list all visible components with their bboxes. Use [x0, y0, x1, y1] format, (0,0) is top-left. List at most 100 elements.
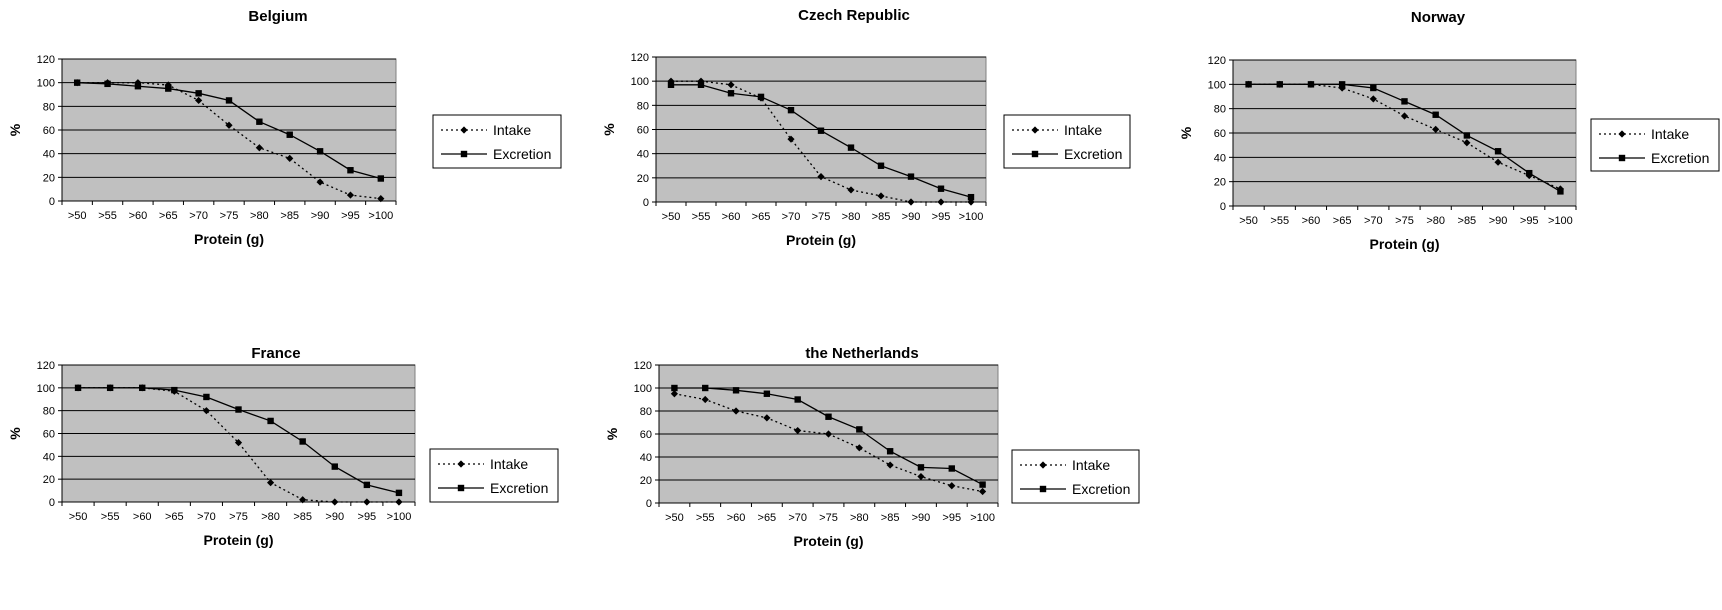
y-tick-label: 80 [640, 406, 652, 418]
x-tick-label: >90 [902, 211, 921, 223]
x-tick-label: >60 [133, 511, 152, 523]
legend-box [432, 114, 562, 169]
series-line-intake [77, 82, 381, 200]
x-tick-label: >80 [1426, 215, 1445, 227]
chart-title: Czech Republic [798, 7, 910, 24]
y-tick-label: 80 [43, 406, 55, 418]
data-point-excretion [1338, 81, 1346, 88]
data-point-intake [1432, 125, 1440, 133]
data-point-intake [817, 173, 825, 181]
x-tick-label: >70 [782, 211, 801, 223]
data-point-intake [978, 487, 987, 496]
data-point-excretion [886, 448, 894, 455]
x-tick-label: >95 [341, 210, 360, 222]
x-tick-label: >55 [692, 211, 711, 223]
legend-label-excretion: Excretion [1651, 150, 1709, 166]
x-tick-label: >75 [220, 210, 239, 222]
data-point-excretion [732, 387, 740, 394]
legend-marker-excretion [1618, 154, 1626, 162]
chart-panel-1: Czech Republic 0 20 40 60 80 100 120 >50 >55 >60 >6… [601, 7, 1131, 248]
legend-box [1590, 118, 1720, 172]
y-tick-label: 0 [643, 197, 649, 209]
x-axis-title: Protein (g) [204, 532, 274, 548]
y-tick-label: 100 [1208, 79, 1226, 91]
x-tick-label: >75 [229, 511, 248, 523]
x-tick-label: >55 [696, 512, 715, 524]
y-axis-title: % [601, 123, 617, 136]
data-point-excretion [225, 97, 233, 104]
legend-marker-excretion [457, 484, 465, 492]
x-tick-label: >50 [665, 512, 684, 524]
legend-label-excretion: Excretion [1072, 481, 1130, 497]
legend-marker-intake [1039, 461, 1047, 469]
data-point-intake [266, 478, 275, 487]
legend-box [429, 448, 559, 503]
data-point-excretion [395, 489, 403, 497]
data-point-excretion [727, 90, 735, 97]
x-tick-label: >60 [727, 512, 746, 524]
data-point-excretion [1463, 132, 1471, 139]
chart-title: Norway [1411, 9, 1466, 26]
data-point-excretion [787, 106, 795, 114]
y-tick-label: 80 [43, 101, 55, 113]
data-point-intake [234, 439, 243, 447]
data-point-excretion [139, 384, 146, 392]
data-point-intake [948, 482, 956, 490]
x-tick-label: >85 [280, 210, 299, 222]
y-tick-label: 0 [49, 196, 55, 208]
x-tick-label: >75 [812, 211, 831, 223]
data-point-excretion [907, 173, 915, 180]
legend-label-excretion: Excretion [490, 480, 548, 496]
data-point-intake [346, 191, 355, 199]
data-point-excretion [1307, 81, 1315, 88]
legend-label-intake: Intake [493, 122, 531, 138]
data-point-excretion [671, 384, 678, 392]
legend-marker-excretion [460, 150, 468, 158]
data-point-intake [886, 461, 894, 469]
data-point-excretion [347, 167, 354, 174]
x-tick-label: >65 [752, 211, 771, 223]
data-point-intake [787, 135, 795, 143]
data-point-excretion [697, 81, 705, 88]
chart-panel-3: France 0 20 40 60 80 100 120 >50 >55 >60 >65 >70 >75 >… [7, 345, 559, 548]
y-tick-label: 40 [640, 452, 652, 464]
data-point-intake [316, 178, 324, 186]
data-point-excretion [316, 148, 324, 155]
data-point-excretion [235, 406, 242, 413]
x-tick-label: >80 [842, 211, 861, 223]
data-point-excretion [363, 481, 371, 489]
x-tick-label: >95 [932, 211, 951, 223]
y-tick-label: 80 [1214, 104, 1226, 116]
y-tick-label: 40 [43, 149, 55, 161]
x-tick-label: >70 [189, 210, 208, 222]
data-point-intake [877, 192, 885, 200]
data-point-intake [299, 496, 307, 504]
y-tick-label: 60 [1214, 128, 1226, 140]
y-tick-label: 0 [1220, 201, 1226, 213]
y-tick-label: 120 [634, 360, 652, 372]
y-tick-label: 0 [646, 498, 652, 510]
x-tick-label: >100 [368, 210, 393, 222]
y-tick-label: 60 [43, 429, 55, 441]
data-point-intake [763, 414, 771, 422]
y-tick-label: 120 [1208, 55, 1226, 67]
x-tick-label: >85 [293, 511, 312, 523]
data-point-intake [917, 472, 925, 481]
chart-title: Belgium [248, 8, 307, 25]
data-point-excretion [286, 131, 293, 138]
x-tick-label: >65 [159, 210, 178, 222]
data-point-excretion [104, 80, 111, 88]
y-tick-label: 20 [1214, 177, 1226, 189]
y-tick-label: 60 [637, 125, 649, 137]
x-tick-label: >90 [311, 210, 330, 222]
y-axis-title: % [7, 427, 23, 440]
data-point-excretion [195, 90, 202, 97]
x-tick-label: >50 [68, 210, 87, 222]
data-point-excretion [267, 417, 274, 425]
legend-label-intake: Intake [1072, 457, 1110, 473]
x-tick-label: >80 [850, 512, 869, 524]
x-tick-label: >60 [722, 211, 741, 223]
y-tick-label: 120 [37, 54, 55, 66]
x-tick-label: >95 [358, 511, 377, 523]
x-tick-label: >70 [788, 512, 807, 524]
